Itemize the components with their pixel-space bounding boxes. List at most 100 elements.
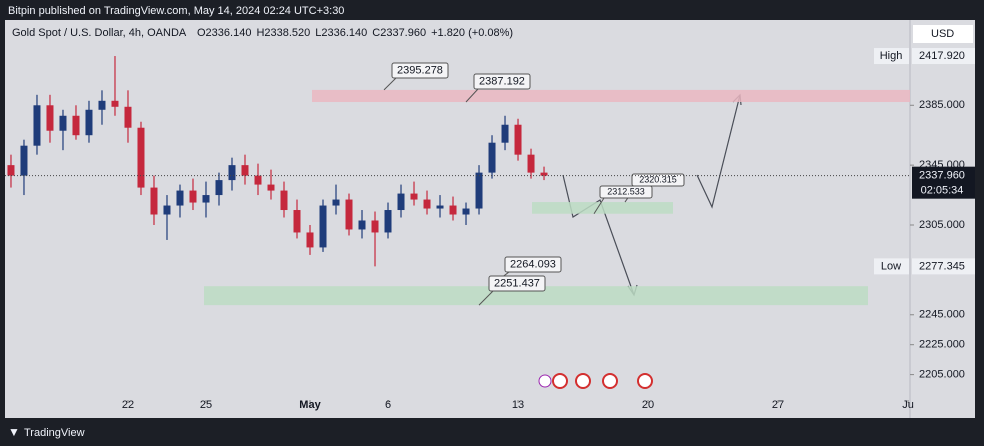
zone [312, 89, 910, 103]
event-icons [538, 373, 653, 389]
logo-mark: ▼ [8, 425, 20, 439]
x-tick-label: 20 [642, 399, 654, 411]
price-label: 2387.192 [479, 75, 525, 87]
candle-body [85, 109, 93, 136]
candle-body [150, 187, 158, 215]
candle-body [423, 199, 431, 209]
x-tick-label: May [299, 399, 321, 411]
zone [532, 202, 673, 214]
y-tick-label: 2305.000 [919, 219, 965, 231]
last-price: 2337.960 [919, 170, 965, 182]
price-label-box [473, 73, 531, 90]
y-tick-label: 2205.000 [919, 369, 965, 381]
marker-tag [874, 48, 909, 65]
x-tick-label: Ju [902, 399, 914, 411]
currency: USD [931, 28, 954, 40]
candle-body [319, 205, 327, 248]
price-label-box [488, 275, 546, 292]
candle-body [540, 172, 548, 176]
candle-body [384, 210, 392, 233]
leader-line [478, 290, 494, 306]
candle-body [124, 106, 132, 128]
y-tick-label: 2225.000 [919, 339, 965, 351]
candle-body [410, 193, 418, 200]
candle-body [176, 190, 184, 206]
candle-body [345, 199, 353, 230]
bullish-path [696, 94, 741, 209]
countdown: 02:05:34 [921, 185, 964, 197]
legend-value: L2336.140 [315, 27, 367, 39]
candle-body [46, 105, 54, 131]
candle-body [254, 175, 262, 185]
x-tick-label: 13 [512, 399, 524, 411]
candle-body [306, 232, 314, 248]
marker-price-box [912, 48, 975, 65]
price-label: 2320.315 [639, 174, 677, 184]
candle-body [59, 115, 67, 131]
candle-body [436, 205, 444, 209]
candle-body [527, 154, 535, 173]
candle-body [98, 100, 106, 110]
legend-value: H2338.520 [256, 27, 310, 39]
candle-body [371, 220, 379, 233]
price-label-box [599, 185, 653, 199]
candle-body [332, 199, 340, 206]
candle-body [7, 165, 15, 176]
price-label: 2312.533 [607, 186, 645, 196]
x-tick-label: 22 [122, 399, 134, 411]
candle-body [293, 210, 301, 233]
marker-tag [874, 258, 909, 275]
candle-body [449, 205, 457, 215]
candle-body [72, 115, 80, 136]
candle-body [137, 127, 145, 188]
legend-value: O2336.140 [197, 27, 251, 39]
legend-value: +1.820 (+0.08%) [431, 27, 513, 39]
candle-body [33, 105, 41, 146]
leader-line [465, 88, 479, 103]
candle-body [215, 180, 223, 196]
marker-name: Low [881, 260, 901, 272]
leader-line [383, 77, 397, 91]
symbol-title: Gold Spot / U.S. Dollar, 4h, OANDA [12, 27, 187, 39]
last-price-box [912, 166, 975, 199]
x-tick-label: 25 [200, 399, 212, 411]
event-icon [637, 373, 653, 389]
candle-body [241, 165, 249, 176]
event-icon [602, 373, 618, 389]
published-note: Bitpin published on TradingView.com, May… [8, 5, 344, 17]
marker-price: 2277.345 [919, 260, 965, 272]
zone [204, 286, 868, 306]
candle-body [358, 220, 366, 230]
candle-body [189, 190, 197, 203]
footer-text: TradingView [24, 427, 85, 439]
marker-price: 2417.920 [919, 50, 965, 62]
event-icon [575, 373, 591, 389]
y-tick-label: 2385.000 [919, 99, 965, 111]
x-tick-label: 6 [385, 399, 391, 411]
marker-name: High [880, 50, 903, 62]
candle-body [280, 190, 288, 211]
y-tick-label: 2245.000 [919, 309, 965, 321]
price-label: 2264.093 [510, 258, 556, 270]
candle-body [228, 165, 236, 181]
leader-line [593, 197, 605, 214]
price-label-box [631, 173, 685, 187]
candle-body [488, 142, 496, 173]
price-label-box [391, 62, 449, 79]
candle-body [111, 100, 119, 107]
legend-value: C2337.960 [372, 27, 426, 39]
price-label: 2395.278 [397, 64, 443, 76]
footer-logo: ▼ TradingView [8, 425, 85, 439]
candle-body [202, 195, 210, 203]
event-icon [538, 374, 552, 388]
candle-body [514, 124, 522, 155]
candle-body [501, 124, 509, 143]
ohlc-legend: O2336.140 H2338.520 L2336.140 C2337.960 +1.8… [197, 27, 513, 39]
marker-price-box [912, 258, 975, 275]
candle-body [462, 208, 470, 215]
candle-body [163, 205, 171, 215]
currency-box [913, 25, 973, 43]
candle-body [475, 172, 483, 209]
candle-body [20, 145, 28, 176]
